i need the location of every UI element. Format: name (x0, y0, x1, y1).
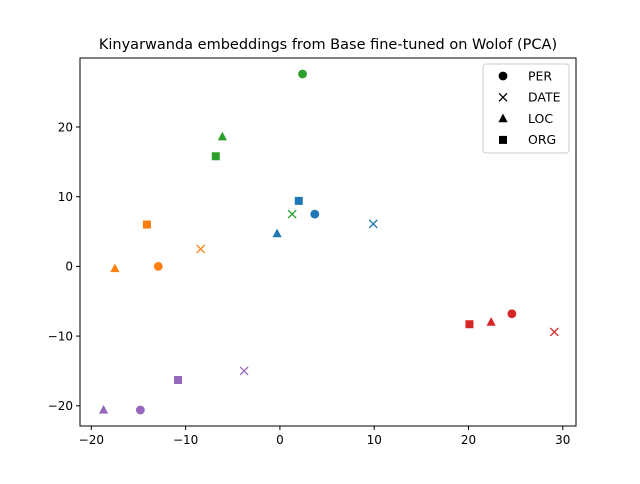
y-tick-label: 20 (58, 120, 73, 134)
y-tick-label: −20 (48, 399, 73, 413)
point-green-circle (298, 69, 307, 79)
x-tick-label: 0 (276, 433, 284, 447)
point-green-x (287, 209, 297, 219)
x-tick-label: −20 (79, 433, 104, 447)
legend-per-label: PER (528, 68, 552, 83)
point-purple-triangle (98, 404, 109, 414)
point-red-circle (507, 309, 517, 319)
legend-date-label: DATE (528, 90, 561, 105)
x-axis-ticks: −20 −10 0 10 20 30 (79, 426, 570, 447)
point-purple-circle (135, 405, 145, 415)
point-orange-circle (153, 261, 163, 271)
point-blue-circle (310, 209, 320, 219)
point-orange-square (142, 220, 151, 229)
x-tick-label: 20 (461, 433, 476, 447)
point-green-triangle (217, 131, 227, 141)
point-blue-x (368, 219, 378, 229)
legend-box (482, 63, 570, 154)
y-tick-label: 10 (58, 190, 73, 204)
point-orange-x (196, 244, 206, 254)
legend-org-marker (499, 135, 507, 144)
point-purple-x (239, 366, 249, 376)
x-tick-label: 10 (367, 433, 382, 447)
point-purple-square (174, 376, 183, 384)
y-tick-label: −10 (48, 329, 73, 343)
point-orange-triangle (110, 263, 120, 273)
data-points (98, 69, 559, 415)
legend-org-label: ORG (528, 132, 556, 147)
point-blue-triangle (272, 228, 282, 238)
y-tick-label: 0 (65, 260, 73, 274)
plot-frame (79, 57, 577, 427)
legend-loc-label: LOC (528, 111, 553, 126)
point-blue-square (294, 196, 303, 205)
chart-title: Kinyarwanda embeddings from Base fine-tu… (99, 37, 557, 53)
x-tick-label: −10 (173, 433, 198, 447)
point-red-square (465, 320, 474, 329)
x-tick-label: 30 (555, 433, 570, 447)
legend-date-marker (498, 92, 508, 102)
legend-per-marker (498, 71, 508, 81)
legend-loc-marker (498, 113, 508, 123)
legend: PER DATE LOC ORG (482, 63, 570, 154)
point-red-triangle (486, 317, 496, 326)
point-green-square (211, 152, 220, 161)
y-axis-ticks: −20 −10 0 10 20 (48, 120, 80, 413)
point-red-x (549, 327, 559, 337)
